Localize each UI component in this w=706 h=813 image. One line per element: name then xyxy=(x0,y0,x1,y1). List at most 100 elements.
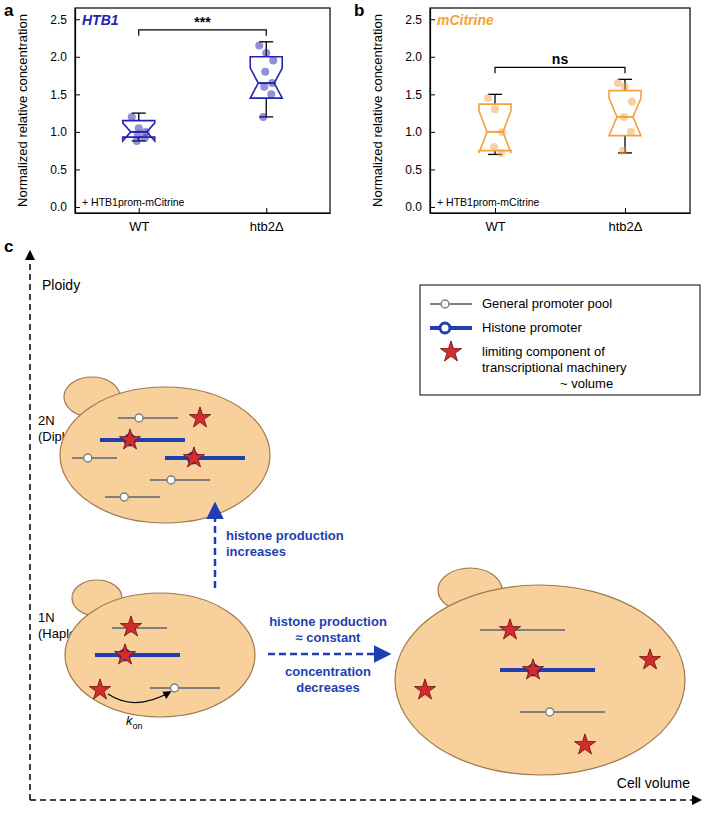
y-tick: 2.5 xyxy=(405,13,435,27)
y-tick: 0.5 xyxy=(405,163,435,177)
legend-label: limiting component of xyxy=(482,344,605,359)
y-tick-label: 2.0 xyxy=(405,50,422,64)
data-point xyxy=(259,113,267,121)
panel-label: a xyxy=(4,1,14,20)
significance-bracket xyxy=(495,67,625,73)
legend-symbol xyxy=(430,303,472,305)
x-tick-label: htb2Δ xyxy=(609,219,643,234)
general-promoter xyxy=(112,627,167,629)
chart-title: HTB1 xyxy=(82,12,119,28)
annotation: + HTB1prom-mCitrine xyxy=(437,196,540,208)
x-tick: htb2Δ xyxy=(609,208,643,234)
general-promoter xyxy=(105,496,160,498)
box-group xyxy=(479,94,511,157)
binding-arrow xyxy=(108,692,170,703)
plot-frame xyxy=(75,8,330,213)
y-tick-label: 1.0 xyxy=(50,125,67,139)
arrow-label: ≈ constant xyxy=(296,630,362,645)
legend-label: ~ volume xyxy=(560,376,613,391)
arrow-label: histone production xyxy=(226,528,344,543)
x-axis-line xyxy=(431,213,691,214)
general-promoter-site xyxy=(546,708,554,716)
rate-subscript: on xyxy=(133,721,143,731)
data-point xyxy=(627,128,635,136)
volume-arrow xyxy=(268,653,388,656)
boxes xyxy=(123,42,283,145)
x-tick-label: WT xyxy=(485,219,505,234)
significance-bracket xyxy=(139,30,267,36)
histone-promoter xyxy=(165,456,245,460)
arrow-label: increases xyxy=(226,544,286,559)
y-tick-mark xyxy=(430,94,435,95)
transcription-factor xyxy=(574,734,595,754)
panel-label: c xyxy=(4,237,13,256)
x-tick-mark xyxy=(495,208,496,213)
legend-label: Histone promoter xyxy=(482,320,582,335)
x-tick-label: htb2Δ xyxy=(250,219,284,234)
x-tick: htb2Δ xyxy=(250,208,284,234)
data-point xyxy=(491,105,499,113)
data-point xyxy=(628,98,636,106)
general-promoter xyxy=(520,711,605,713)
y-axis: 0.00.51.01.52.02.5 xyxy=(405,9,435,215)
y-tick-label: 0.0 xyxy=(405,200,422,214)
y-tick-mark xyxy=(75,57,80,58)
y-tick: 1.5 xyxy=(50,88,80,102)
general-promoter xyxy=(480,629,565,631)
y-tick-label: 2.5 xyxy=(50,13,67,27)
data-point xyxy=(268,79,276,87)
y-tick: 0.5 xyxy=(50,163,80,177)
transcription-factor xyxy=(89,679,110,699)
general-promoter xyxy=(72,457,117,459)
cell xyxy=(65,593,255,717)
y-axis-title: Normalized relative concentration xyxy=(370,14,385,207)
figure: 0.0 0.5 1.0 1.5 2.0 2.5 WT htb2Δ Normalized rela… xyxy=(0,0,706,813)
y-axis-line xyxy=(75,9,76,214)
data-point xyxy=(621,83,629,91)
panel-label: b xyxy=(354,1,364,20)
x-axis: WT htb2Δ xyxy=(431,208,691,234)
volume-axis xyxy=(30,799,700,801)
x-tick-label: WT xyxy=(129,219,149,234)
transcription-factor xyxy=(499,619,520,639)
transcription-factor xyxy=(119,429,140,449)
general-promoter-site xyxy=(84,454,92,462)
plot-frame xyxy=(430,8,690,213)
transcription-factor xyxy=(120,616,141,636)
general-promoter xyxy=(150,687,220,689)
y-tick-mark xyxy=(430,19,435,20)
transcription-factor xyxy=(522,659,543,679)
data-point xyxy=(261,68,269,76)
box-body xyxy=(250,57,282,98)
legend-symbol xyxy=(441,300,449,308)
data-point xyxy=(620,113,628,121)
y-tick-label: 0.0 xyxy=(50,200,67,214)
y-tick: 1.0 xyxy=(405,125,435,139)
transcription-factor xyxy=(183,447,204,467)
y-tick-mark xyxy=(430,132,435,133)
x-tick-mark xyxy=(139,208,140,213)
y-tick-label: 0.5 xyxy=(405,163,422,177)
y-tick-label: 2.5 xyxy=(405,13,422,27)
y-tick: 2.0 xyxy=(50,50,80,64)
y-tick: 0.0 xyxy=(405,200,435,214)
y-axis-title: Ploidy xyxy=(42,277,80,293)
transcription-factor xyxy=(189,407,210,427)
y-axis-title: Normalized relative concentration xyxy=(15,14,30,207)
annotation: + HTB1prom-mCitrine xyxy=(82,196,185,208)
data-point xyxy=(484,94,492,102)
box-body xyxy=(609,91,641,136)
legend-label: General promoter pool xyxy=(482,296,612,311)
data-point xyxy=(267,90,275,98)
x-tick-mark xyxy=(625,208,626,213)
significance-label: ns xyxy=(552,51,569,67)
transcription-factor xyxy=(114,644,135,664)
data-point xyxy=(141,134,149,142)
ploidy-axis xyxy=(29,252,31,800)
y-axis-line xyxy=(430,9,431,214)
y-tick-mark xyxy=(75,19,80,20)
legend-symbol xyxy=(440,341,461,361)
y-tick-mark xyxy=(75,207,80,208)
general-promoter-site xyxy=(167,476,175,484)
y-tick-mark xyxy=(430,169,435,170)
